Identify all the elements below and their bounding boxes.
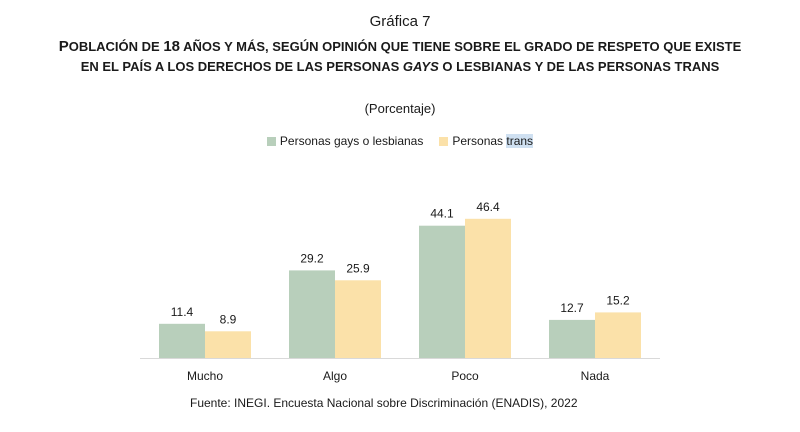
title-part: P: [58, 38, 69, 55]
bar-personas-trans-algo: [335, 280, 381, 358]
title-part: 18: [163, 38, 181, 55]
title-part: AÑOS Y MÁS, SEGÚN OPINIÓN QUE TIENE SOBR…: [80, 39, 742, 74]
legend-swatch-gays: [266, 136, 276, 146]
chart-kicker: Gráfica 7: [369, 13, 431, 30]
value-label-personas-gays-o-lesbianas-nada: 12.7: [560, 301, 584, 315]
bar-personas-gays-o-lesbianas-nada: [549, 319, 595, 358]
x-tick-label-poco: Poco: [451, 369, 479, 383]
x-tick-label-nada: Nada: [581, 369, 610, 383]
bar-personas-gays-o-lesbianas-mucho: [159, 323, 205, 358]
chart-legend: Personas gays o lesbianas Personas trans: [0, 134, 800, 148]
chart-source: Fuente: INEGI. Encuesta Nacional sobre D…: [190, 396, 578, 410]
legend-item-trans: Personas trans: [439, 134, 534, 148]
legend-item-gays: Personas gays o lesbianas: [266, 134, 424, 148]
title-part: OBLACIÓN DE: [68, 39, 164, 54]
x-tick-label-mucho: Mucho: [187, 369, 223, 383]
title-part: O LESBIANAS Y DE LAS PERSONAS TRANS: [438, 59, 720, 74]
value-label-personas-gays-o-lesbianas-poco: 44.1: [430, 207, 454, 221]
legend-swatch-trans: [439, 136, 449, 146]
legend-label-trans-word: trans: [506, 134, 534, 148]
title-part: GAYS: [402, 59, 439, 74]
x-tick-label-algo: Algo: [323, 369, 347, 383]
value-label-personas-trans-algo: 25.9: [346, 261, 370, 275]
legend-label-trans-prefix: Personas: [452, 134, 507, 148]
bar-personas-gays-o-lesbianas-poco: [419, 225, 465, 358]
value-label-personas-trans-nada: 15.2: [606, 293, 630, 307]
bar-personas-trans-nada: [595, 312, 641, 358]
value-label-personas-gays-o-lesbianas-algo: 29.2: [300, 251, 324, 265]
bar-personas-trans-mucho: [205, 331, 251, 358]
chart-title: POBLACIÓN DE 18 AÑOS Y MÁS, SEGÚN OPINIÓ…: [55, 37, 745, 77]
bar-personas-trans-poco: [465, 218, 511, 358]
bar-personas-gays-o-lesbianas-algo: [289, 270, 335, 358]
legend-label-gays: Personas gays o lesbianas: [279, 134, 424, 148]
value-label-personas-gays-o-lesbianas-mucho: 11.4: [171, 305, 194, 319]
legend-label-trans: Personas trans: [452, 134, 534, 148]
value-label-personas-trans-mucho: 8.9: [220, 312, 237, 326]
chart-subtitle: (Porcentaje): [364, 101, 436, 116]
value-label-personas-trans-poco: 46.4: [476, 200, 500, 214]
